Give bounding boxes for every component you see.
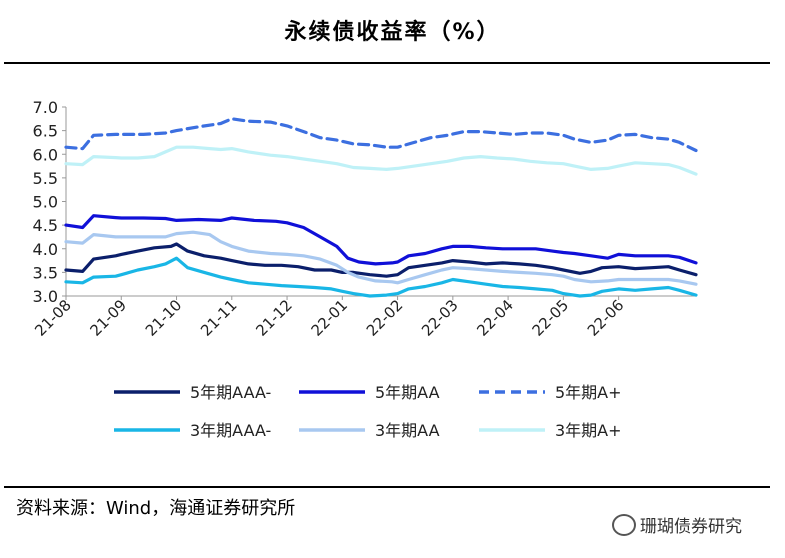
x-tick-label: 21-10 [142, 296, 186, 340]
y-tick-label: 5.0 [33, 193, 58, 212]
yield-chart: 7.06.56.05.55.04.54.03.53.021-08 21-09 21-… [31, 98, 698, 440]
wechat-icon [612, 514, 636, 536]
title-rule [4, 62, 770, 64]
series-line [64, 117, 698, 153]
watermark: 珊瑚债券研究 [612, 512, 742, 537]
legend-label: 5年期AAA- [190, 383, 271, 402]
legend-label: 5年期AA [375, 383, 440, 402]
y-tick-label: 5.5 [33, 169, 58, 188]
legend-label: 3年期AA [375, 421, 440, 440]
watermark-text: 珊瑚债券研究 [640, 517, 742, 537]
y-tick-label: 3.5 [33, 263, 58, 282]
source-rule [4, 486, 770, 488]
title-bar: 永续债收益率（%） [0, 0, 785, 62]
y-tick-label: 6.0 [33, 145, 58, 164]
legend-label: 3年期AAA- [190, 421, 271, 440]
y-tick-label: 6.5 [33, 122, 58, 141]
legend-label: 3年期A+ [555, 421, 622, 440]
series-line [64, 242, 698, 278]
x-tick-label: 22-03 [418, 296, 462, 340]
chart-area: 7.0 6.5 6.0 5.5 5.0 4.5 4.0 3.5 3.0 21-08 21-09 21-… [4, 74, 740, 490]
series-line [64, 214, 698, 266]
source-note: 资料来源：Wind，海通证券研究所 [16, 498, 296, 519]
series-line [64, 145, 698, 176]
x-tick-label: 22-04 [473, 296, 517, 340]
y-tick-label: 3.0 [33, 287, 58, 306]
x-tick-label: 21-09 [87, 296, 131, 340]
x-tick-label: 21-11 [197, 296, 241, 340]
x-tick-label: 22-01 [308, 296, 352, 340]
y-tick-label: 7.0 [33, 98, 58, 117]
page-title: 永续债收益率（%） [284, 20, 501, 45]
x-tick-label: 21-12 [252, 296, 296, 340]
series-line [64, 230, 698, 286]
y-tick-label: 4.0 [33, 240, 58, 259]
x-tick-label: 22-02 [363, 296, 407, 340]
x-tick-label: 22-06 [584, 296, 628, 340]
x-tick-label: 22-05 [529, 296, 573, 340]
series-line [64, 256, 698, 298]
y-tick-label: 4.5 [33, 216, 58, 235]
legend-label: 5年期A+ [555, 383, 622, 402]
